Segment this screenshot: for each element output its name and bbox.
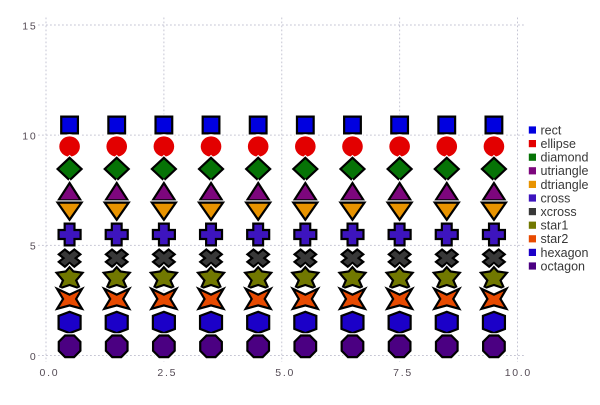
svg-text:rect: rect xyxy=(541,123,562,137)
svg-text:5.0: 5.0 xyxy=(275,367,295,379)
svg-text:ellipse: ellipse xyxy=(541,137,576,151)
svg-text:10: 10 xyxy=(22,130,37,142)
svg-text:star1: star1 xyxy=(541,219,569,233)
svg-text:10.0: 10.0 xyxy=(505,367,532,379)
svg-text:cross: cross xyxy=(541,191,571,205)
svg-text:hexagon: hexagon xyxy=(541,246,589,260)
svg-text:7.5: 7.5 xyxy=(393,367,413,379)
svg-text:0: 0 xyxy=(30,351,38,363)
svg-text:2.5: 2.5 xyxy=(157,367,177,379)
svg-text:5: 5 xyxy=(30,241,38,253)
svg-text:utriangle: utriangle xyxy=(541,164,589,178)
svg-text:15: 15 xyxy=(22,20,37,32)
svg-text:xcross: xcross xyxy=(541,205,577,219)
svg-text:diamond: diamond xyxy=(541,151,589,165)
svg-text:star2: star2 xyxy=(541,232,569,246)
svg-text:octagon: octagon xyxy=(541,259,586,273)
svg-text:0.0: 0.0 xyxy=(40,367,60,379)
svg-text:dtriangle: dtriangle xyxy=(541,178,589,192)
